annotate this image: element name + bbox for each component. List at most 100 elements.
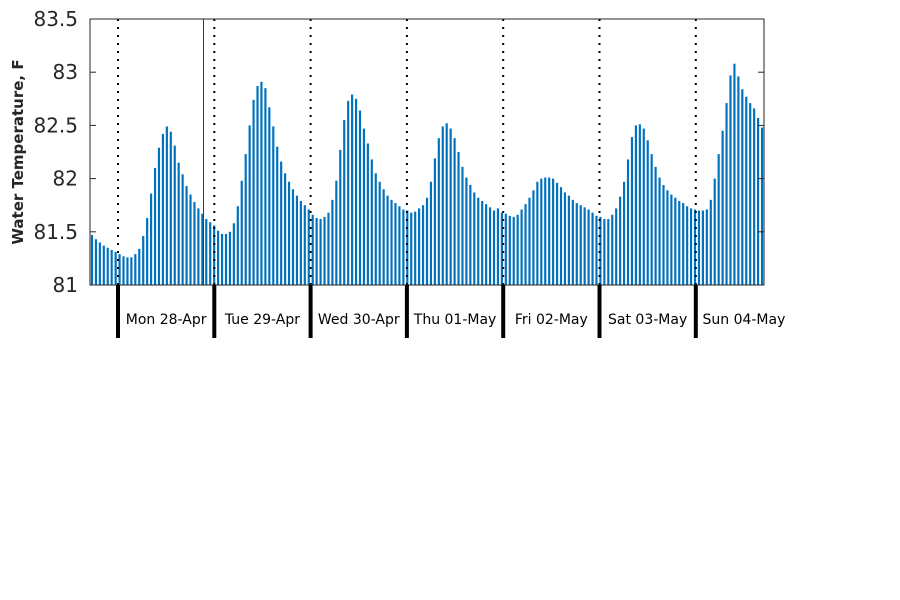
- bar: [607, 219, 610, 285]
- bar: [319, 219, 322, 285]
- bar: [552, 178, 555, 285]
- bar: [662, 184, 665, 285]
- bar: [666, 190, 669, 285]
- bar: [670, 194, 673, 285]
- bar: [98, 242, 101, 285]
- bar: [213, 225, 216, 285]
- bar: [579, 205, 582, 285]
- bar: [690, 208, 693, 285]
- bar: [461, 166, 464, 285]
- bar: [169, 131, 172, 285]
- bar: [603, 219, 606, 285]
- y-tick-label: 82: [53, 167, 78, 191]
- bar: [303, 205, 306, 285]
- day-label: Sat 03-May: [608, 312, 687, 328]
- bar: [228, 231, 232, 285]
- bar: [532, 190, 535, 285]
- bar: [437, 138, 440, 285]
- bar: [110, 249, 113, 285]
- bar: [741, 89, 744, 285]
- bar-series: [90, 63, 764, 286]
- bar: [500, 212, 503, 285]
- bar: [674, 197, 677, 285]
- bar: [658, 177, 661, 285]
- bar: [244, 154, 247, 285]
- bar: [280, 161, 283, 285]
- bar: [638, 124, 641, 285]
- bar: [737, 76, 740, 286]
- bar: [595, 215, 598, 285]
- bar: [232, 223, 235, 285]
- bar: [299, 200, 302, 285]
- bar: [414, 211, 417, 285]
- bar: [453, 138, 456, 285]
- bar: [749, 103, 752, 285]
- bar: [729, 75, 732, 285]
- bar: [102, 245, 105, 285]
- y-tick-label: 83: [53, 60, 78, 84]
- bar: [583, 207, 586, 285]
- bar: [224, 233, 228, 285]
- bar: [146, 217, 149, 285]
- bar: [347, 100, 350, 286]
- bar: [398, 206, 401, 285]
- bar: [721, 130, 724, 285]
- bar: [150, 193, 153, 285]
- bar: [713, 178, 716, 285]
- bar: [358, 110, 362, 285]
- bar: [153, 167, 157, 285]
- bar: [406, 210, 409, 285]
- bar: [248, 125, 251, 286]
- bar: [548, 177, 551, 285]
- bar: [193, 202, 196, 285]
- day-label: Wed 30-Apr: [318, 312, 400, 328]
- bar: [445, 123, 448, 286]
- bar: [709, 199, 712, 285]
- bar: [615, 208, 618, 285]
- bar: [205, 219, 208, 285]
- bar: [492, 210, 496, 285]
- y-tick-label: 83.5: [33, 7, 78, 31]
- bar: [134, 254, 137, 285]
- bar: [366, 143, 369, 285]
- bar: [173, 145, 176, 285]
- bar: [386, 195, 389, 285]
- x-axis-day-labels: Mon 28-Apr Tue 29-Apr Wed 30-Apr Thu 01-May…: [116, 285, 785, 338]
- bar: [220, 233, 224, 285]
- bar: [760, 127, 764, 285]
- bar: [287, 181, 291, 285]
- bar: [284, 173, 287, 285]
- bar: [733, 63, 736, 285]
- bar: [642, 128, 645, 285]
- bar: [256, 86, 259, 285]
- bar: [106, 247, 109, 285]
- bar: [209, 222, 212, 285]
- bar: [272, 126, 275, 286]
- bar: [295, 195, 299, 285]
- bar: [410, 212, 413, 285]
- y-tick-label: 81: [53, 273, 78, 297]
- bar: [540, 178, 543, 285]
- bar: [469, 184, 472, 285]
- bar: [477, 197, 480, 285]
- bar: [654, 166, 657, 285]
- day-label: Tue 29-Apr: [224, 312, 300, 328]
- bar: [327, 212, 330, 285]
- bar: [331, 199, 334, 285]
- bar: [626, 159, 630, 285]
- bar: [520, 209, 523, 285]
- day-label: Mon 28-Apr: [126, 312, 207, 328]
- bar: [544, 177, 547, 285]
- bar: [252, 99, 255, 285]
- bar: [682, 203, 685, 285]
- bar: [567, 195, 570, 285]
- plot-area-frame: [89, 18, 765, 286]
- bar: [351, 94, 354, 285]
- bar: [343, 120, 346, 285]
- bar: [138, 248, 141, 285]
- bar: [524, 204, 527, 285]
- y-tick-label: 81.5: [33, 220, 78, 244]
- bar: [122, 256, 125, 285]
- bar: [307, 209, 310, 285]
- bar: [563, 192, 567, 285]
